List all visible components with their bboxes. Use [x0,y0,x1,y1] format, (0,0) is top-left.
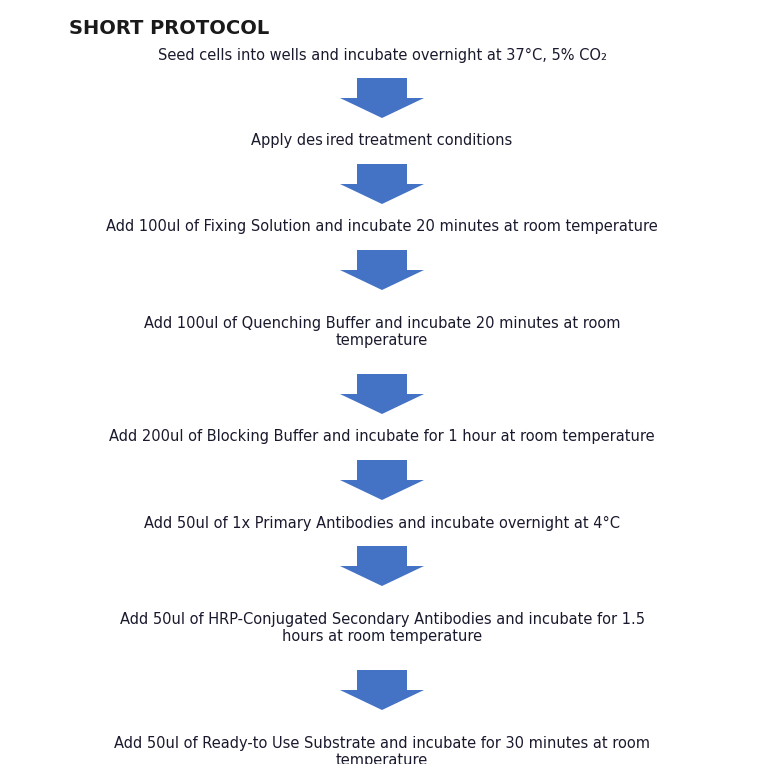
Text: Add 100ul of Quenching Buffer and incubate 20 minutes at room
temperature: Add 100ul of Quenching Buffer and incuba… [144,316,620,348]
Text: Add 50ul of Ready-to Use Substrate and incubate for 30 minutes at room
temperatu: Add 50ul of Ready-to Use Substrate and i… [114,736,650,764]
Text: Seed cells into wells and incubate overnight at 37°C, 5% CO₂: Seed cells into wells and incubate overn… [157,47,607,63]
Polygon shape [340,250,424,290]
Polygon shape [340,460,424,500]
Text: Add 200ul of Blocking Buffer and incubate for 1 hour at room temperature: Add 200ul of Blocking Buffer and incubat… [109,429,655,445]
Polygon shape [340,670,424,710]
Text: Add 50ul of 1x Primary Antibodies and incubate overnight at 4°C: Add 50ul of 1x Primary Antibodies and in… [144,516,620,530]
Polygon shape [340,546,424,586]
Polygon shape [340,374,424,414]
Polygon shape [340,78,424,118]
Polygon shape [340,164,424,204]
Text: SHORT PROTOCOL: SHORT PROTOCOL [69,19,269,38]
Text: Apply des ired treatment conditions: Apply des ired treatment conditions [251,134,513,148]
Text: Add 50ul of HRP-Conjugated Secondary Antibodies and incubate for 1.5
hours at ro: Add 50ul of HRP-Conjugated Secondary Ant… [119,612,645,644]
Text: Add 100ul of Fixing Solution and incubate 20 minutes at room temperature: Add 100ul of Fixing Solution and incubat… [106,219,658,235]
